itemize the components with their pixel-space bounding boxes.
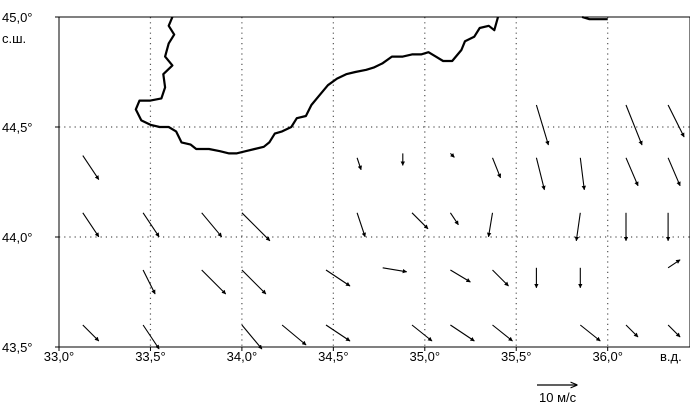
wind-vector-26 (492, 269, 509, 287)
lon-label-3: 34,5° (318, 349, 349, 364)
wind-vector-29 (535, 157, 546, 191)
wind-vector-27 (492, 324, 513, 342)
wind-vector-24 (491, 157, 502, 179)
wind-vector-2 (82, 324, 100, 342)
wind-vector-5 (142, 324, 160, 350)
wind-vector-6 (201, 212, 223, 238)
lon-label-6: 36,0° (592, 349, 623, 364)
longitude-labels: 33,0° 33,5° 34,0° 34,5° 35,0° 35,5° 36,0° (44, 347, 623, 364)
lon-label-0: 33,0° (44, 349, 75, 364)
latitude-labels: 45,0° 44,5° 44,0° 43,5° (2, 10, 59, 355)
lat-label-0: 45,0° (2, 10, 33, 25)
lon-label-2: 34,0° (227, 349, 258, 364)
wind-vector-39 (667, 104, 685, 138)
wind-vector-40 (667, 157, 681, 187)
lat-label-3: 43,5° (2, 340, 33, 355)
wind-vector-20 (450, 153, 455, 158)
wind-vector-23 (450, 324, 475, 342)
latitude-unit-label: с.ш. (2, 31, 26, 46)
scale-label: 10 м/с (539, 390, 577, 403)
wind-vector-32 (574, 212, 581, 242)
wind-vector-11 (281, 324, 307, 346)
lon-label-5: 35,5° (501, 349, 532, 364)
wind-vector-16 (382, 267, 408, 274)
wind-vector-8 (241, 212, 271, 242)
wind-vector-4 (142, 269, 156, 295)
wind-vector-22 (450, 269, 471, 283)
wind-vector-14 (356, 157, 362, 171)
lat-label-1: 44,5° (2, 120, 33, 135)
kerch-coastline (581, 15, 608, 21)
wind-vector-18 (411, 212, 429, 230)
lat-label-2: 44,0° (2, 230, 33, 245)
wind-vector-9 (241, 269, 267, 295)
wind-vector-36 (625, 157, 639, 187)
map-frame (58, 16, 690, 348)
wind-vector-12 (325, 269, 351, 287)
coastline (134, 15, 608, 155)
crimea-coastline (134, 16, 500, 155)
wind-vector-7 (201, 269, 227, 295)
wind-vector-38 (625, 324, 639, 338)
wind-vector-34 (579, 324, 601, 342)
wind-vector-1 (82, 212, 100, 238)
longitude-unit-label: в.д. (660, 349, 682, 364)
wind-vector-43 (667, 324, 681, 338)
wind-vector-19 (411, 324, 433, 342)
wind-vector-3 (142, 212, 160, 238)
wind-vector-31 (579, 157, 586, 191)
wind-vector-13 (325, 324, 351, 342)
wind-vector-28 (535, 104, 550, 146)
wind-vectors (82, 104, 685, 350)
wind-vector-35 (625, 104, 643, 146)
wind-vector-21 (449, 212, 459, 226)
wind-vector-25 (486, 212, 494, 238)
wind-vector-10 (241, 324, 263, 350)
lon-label-4: 35,0° (410, 349, 441, 364)
wind-vector-0 (82, 155, 100, 180)
wind-vector-15 (356, 212, 366, 238)
scale-bar: 10 м/с (537, 385, 577, 403)
lon-label-1: 33,5° (135, 349, 166, 364)
wind-vector-42 (667, 259, 681, 269)
